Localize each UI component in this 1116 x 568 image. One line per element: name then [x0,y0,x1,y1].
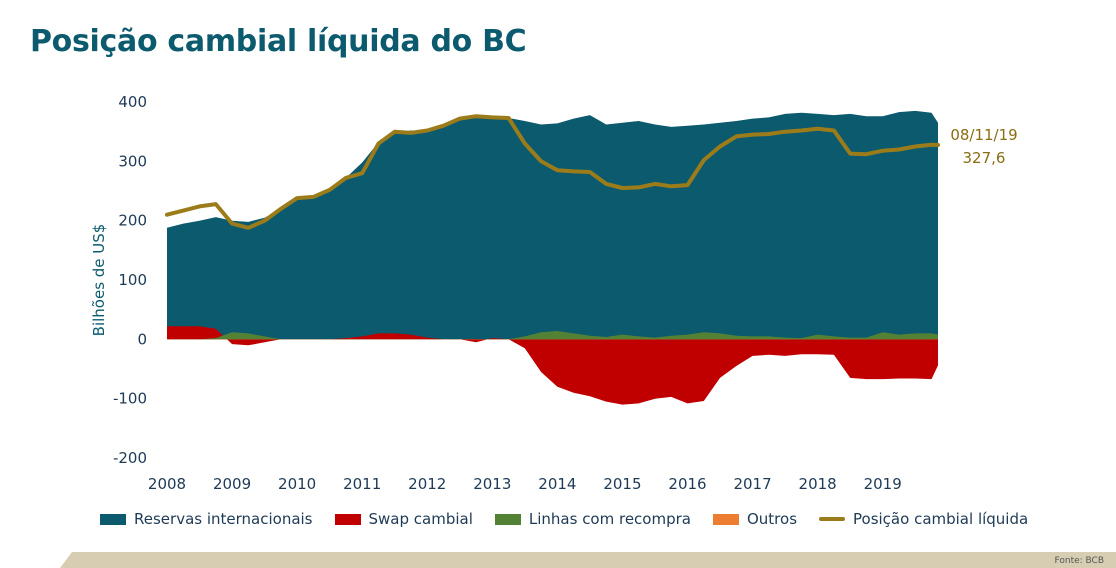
legend-item: Swap cambial [334,510,473,528]
x-tick-label: 2012 [408,475,446,493]
series-line-posicao-cambial-liquida [165,114,940,230]
x-tick-label: 2008 [148,475,186,493]
y-tick-label: 0 [137,330,147,348]
y-tick-label: 200 [118,212,147,230]
x-tick-label: 2014 [538,475,576,493]
legend-label: Posição cambial líquida [853,510,1029,528]
chart-series-areas [167,110,938,405]
source-note: Fonte: BCB [1054,556,1105,566]
y-tick-label: 400 [118,93,147,111]
annotation-value: 327,6 [963,149,1006,167]
x-tick-label: 2015 [603,475,641,493]
legend-item: Linhas com recompra [494,510,691,528]
legend-swatch [334,513,361,525]
legend-item: Reservas internacionais [100,510,313,528]
series-area-reservas-internacionais [167,110,938,340]
x-tick-label: 2016 [668,475,706,493]
legend-label: Reservas internacionais [134,510,313,528]
legend-swatch [100,513,126,525]
legend-label: Swap cambial [368,510,473,528]
x-tick-label: 2011 [343,475,381,493]
x-tick-label: 2013 [473,475,511,493]
x-tick-label: 2019 [864,475,902,493]
footer-band [60,552,1116,568]
legend-label: Outros [746,510,798,528]
page-title: Posição cambial líquida do BC [30,24,527,59]
y-tick-label: 300 [118,152,147,170]
x-tick-label: 2009 [213,475,251,493]
series-area-swap-cambial [167,326,938,405]
y-tick-label: -100 [113,390,147,408]
y-tick-label: -200 [113,449,147,467]
y-axis-ticks: -200 -100 0 100 200 300 400 [113,93,147,467]
chart-series-lines [165,114,940,230]
y-axis-label: Bilhões de US$ [90,224,108,337]
legend-swatch [819,517,846,521]
legend-item: Outros [712,510,798,528]
legend-swatch [712,513,739,525]
x-tick-label: 2017 [733,475,771,493]
y-tick-label: 100 [118,271,147,289]
x-tick-label: 2010 [278,475,316,493]
chart-legend: Reservas internacionais Swap cambial Linha… [100,510,1028,528]
x-axis-ticks: 2008 2009 2010 2011 2012 2013 2014 2015 2016 2017… [148,475,902,493]
legend-swatch [494,513,521,525]
legend-item: Posição cambial líquida [819,510,1028,528]
annotation-date: 08/11/19 [950,126,1017,144]
legend-label: Linhas com recompra [528,510,691,528]
x-tick-label: 2018 [799,475,837,493]
series-area-linhas-com-recompra [167,331,938,340]
